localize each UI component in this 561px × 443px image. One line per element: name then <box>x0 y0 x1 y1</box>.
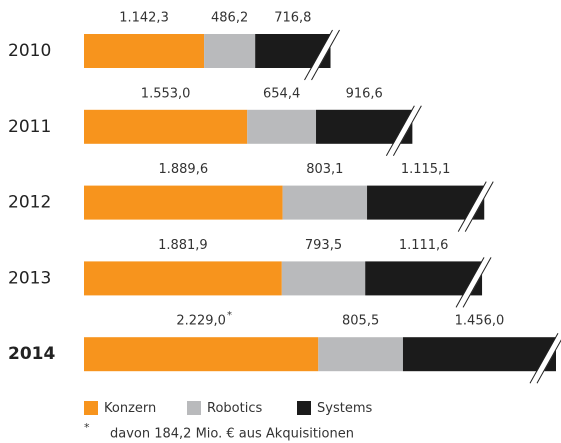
break-gap <box>531 331 561 385</box>
footnote-marker: * <box>84 421 90 434</box>
bar-segment <box>84 261 282 296</box>
break-line <box>385 105 415 157</box>
break-line <box>464 181 494 232</box>
break-line <box>457 181 487 232</box>
value-label: 803,1 <box>306 162 343 177</box>
value-label: 793,5 <box>305 238 342 253</box>
value-label: 1.111,6 <box>399 238 449 253</box>
y-tick-label: 2011 <box>8 117 51 137</box>
bar-segment <box>318 337 403 372</box>
value-label: 1.456,0 <box>455 314 505 329</box>
bar-segment <box>365 261 483 296</box>
value-label: 716,8 <box>274 11 311 26</box>
y-tick-label: 2012 <box>8 193 51 213</box>
footnote: davon 184,2 Mio. € aus Akquisitionen <box>110 427 354 442</box>
value-label: 1.115,1 <box>401 162 451 177</box>
break-line <box>462 257 492 308</box>
bar-segment <box>204 34 256 68</box>
legend-label: Robotics <box>207 401 262 416</box>
bar-segment <box>282 185 368 220</box>
break-line <box>529 332 559 384</box>
break-line <box>392 105 422 157</box>
bar-segment <box>84 34 205 68</box>
legend-label: Konzern <box>104 401 156 416</box>
value-label: 805,5 <box>342 314 379 329</box>
legend-swatch <box>297 401 311 415</box>
value-label: 916,6 <box>346 86 383 101</box>
value-label: 1.889,6 <box>158 162 208 177</box>
break-gap <box>305 28 340 82</box>
break-gap <box>459 180 493 234</box>
bar-segment <box>281 261 366 296</box>
legend-label: Systems <box>317 401 372 416</box>
bar-segment <box>402 337 556 372</box>
bar-segment <box>84 109 248 144</box>
value-label: 1.881,9 <box>158 238 208 253</box>
value-label: 654,4 <box>263 86 300 101</box>
value-label: 486,2 <box>211 11 248 26</box>
break-line <box>304 29 333 81</box>
bar-segment <box>84 337 319 372</box>
break-line <box>455 257 485 308</box>
bar-segment <box>84 185 283 220</box>
y-tick-label: 2013 <box>8 268 51 288</box>
bar-segment <box>367 185 485 220</box>
legend-swatch <box>187 401 201 415</box>
value-label: 1.142,3 <box>119 11 169 26</box>
break-gap <box>457 255 491 309</box>
bar-segment <box>247 109 317 144</box>
footnote-marker: * <box>227 310 232 321</box>
break-gap <box>387 104 421 158</box>
legend-swatch <box>84 401 98 415</box>
value-label: 2.229,0 <box>176 314 226 329</box>
value-label: 1.553,0 <box>141 86 191 101</box>
y-tick-label: 2010 <box>8 41 51 61</box>
break-line <box>536 339 561 384</box>
break-line <box>311 29 340 81</box>
y-tick-label: 2014 <box>8 344 55 364</box>
